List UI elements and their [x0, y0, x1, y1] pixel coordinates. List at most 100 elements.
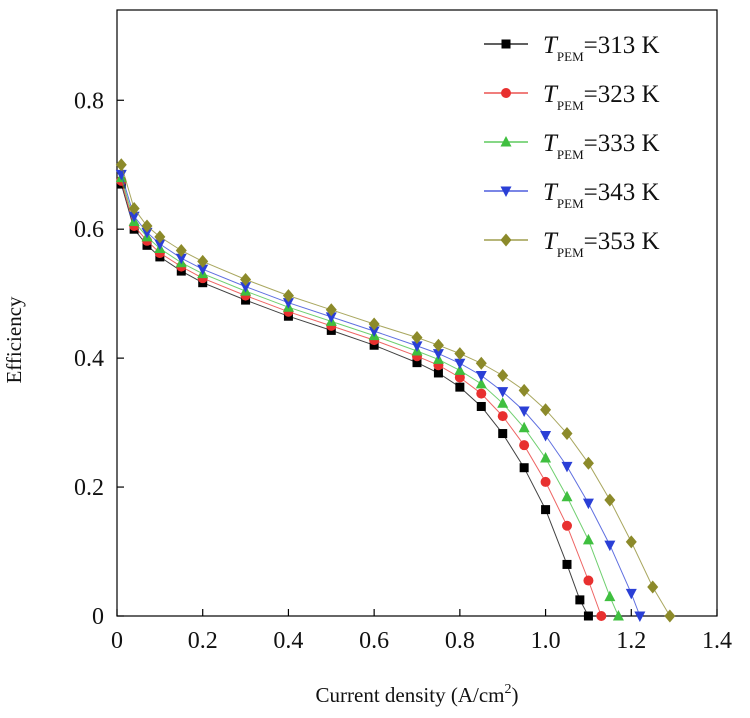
data-point: [582, 533, 594, 545]
y-tick-label: 0.6: [74, 217, 104, 243]
data-point: [518, 421, 530, 433]
legend-entry: TPEM=313 K: [484, 32, 660, 64]
data-point: [582, 456, 594, 470]
legend-marker: [500, 136, 512, 147]
data-point: [497, 397, 509, 408]
series-line: [120, 174, 641, 617]
legend-marker: [501, 88, 511, 98]
x-tick-label: 0.4: [273, 628, 303, 654]
data-point: [128, 202, 140, 216]
data-point: [562, 559, 572, 569]
legend-label: TPEM=333 K: [543, 130, 660, 162]
data-point: [368, 317, 380, 331]
data-point: [141, 227, 153, 239]
data-point: [575, 595, 585, 605]
data-point: [562, 520, 572, 531]
data-point: [561, 427, 573, 441]
data-point: [325, 312, 337, 323]
data-point: [612, 610, 624, 621]
data-point: [604, 590, 616, 602]
data-point: [282, 289, 294, 303]
data-point: [476, 401, 486, 411]
data-point: [540, 476, 551, 487]
data-point: [432, 338, 444, 352]
data-point: [411, 330, 423, 344]
data-point: [583, 575, 594, 586]
legend-label: TPEM=343 K: [543, 179, 660, 211]
legend-label: TPEM=323 K: [543, 81, 660, 113]
legend-entry: TPEM=343 K: [484, 179, 660, 211]
plot-frame: [116, 9, 718, 617]
data-point: [497, 411, 508, 422]
data-point: [433, 368, 443, 378]
data-point: [497, 387, 509, 398]
data-point: [498, 429, 508, 439]
data-point: [582, 498, 594, 510]
data-point: [540, 403, 552, 417]
data-point: [625, 588, 637, 600]
data-point: [454, 358, 466, 370]
y-axis-title: Efficiency: [2, 296, 26, 384]
legend-label: TPEM=313 K: [543, 32, 660, 64]
data-point: [432, 349, 444, 360]
y-tick-label: 0.2: [74, 475, 104, 501]
data-point: [647, 580, 659, 594]
data-point: [583, 611, 593, 621]
data-point: [475, 356, 487, 370]
series-layer: [115, 158, 676, 623]
legend-entry: TPEM=333 K: [484, 130, 660, 162]
data-point: [154, 239, 166, 251]
legend-label: TPEM=353 K: [543, 228, 660, 260]
series-4: [115, 158, 676, 623]
data-point: [518, 383, 530, 397]
data-point: [175, 243, 187, 257]
x-tick-label: 1.0: [531, 628, 561, 654]
data-point: [454, 372, 465, 383]
data-point: [368, 326, 380, 338]
data-point: [197, 254, 209, 268]
data-point: [625, 535, 637, 549]
data-point: [540, 452, 552, 463]
data-point: [476, 388, 487, 399]
data-point: [561, 461, 573, 473]
data-point: [540, 430, 552, 442]
data-point: [519, 463, 529, 473]
data-point: [454, 347, 466, 361]
x-tick-label: 1.2: [616, 628, 646, 654]
data-point: [369, 340, 379, 350]
data-point: [475, 371, 487, 382]
data-point: [519, 440, 530, 451]
legend-entry: TPEM=323 K: [484, 81, 660, 113]
data-point: [128, 211, 140, 223]
legend-entry: TPEM=353 K: [484, 228, 660, 260]
data-point: [325, 303, 337, 317]
legend: TPEM=313 K TPEM=323 K TPEM=333 K TPEM=343 K…: [484, 32, 660, 260]
data-point: [141, 219, 153, 233]
x-tick-label: 1.4: [702, 628, 732, 654]
data-point: [604, 540, 616, 552]
data-point: [240, 282, 252, 293]
data-point: [454, 364, 466, 375]
data-point: [411, 341, 423, 352]
data-point: [115, 158, 127, 172]
x-axis-title: Current density (A/cm2): [316, 682, 519, 707]
data-point: [634, 611, 646, 622]
x-tick-label: 0.6: [359, 628, 389, 654]
data-point: [604, 493, 616, 507]
data-point: [541, 505, 551, 515]
data-point: [282, 298, 294, 309]
data-point: [596, 611, 607, 621]
series-3: [115, 169, 646, 622]
legend-marker: [500, 233, 512, 247]
data-point: [455, 382, 465, 392]
x-tick-label: 0.8: [445, 628, 475, 654]
data-point: [497, 369, 509, 383]
data-point: [197, 264, 209, 276]
y-tick-label: 0.4: [74, 346, 104, 372]
legend-marker: [501, 39, 511, 49]
data-point: [561, 490, 573, 502]
y-tick-label: 0.8: [74, 88, 104, 114]
legend-marker: [500, 186, 512, 197]
data-point: [518, 406, 530, 417]
